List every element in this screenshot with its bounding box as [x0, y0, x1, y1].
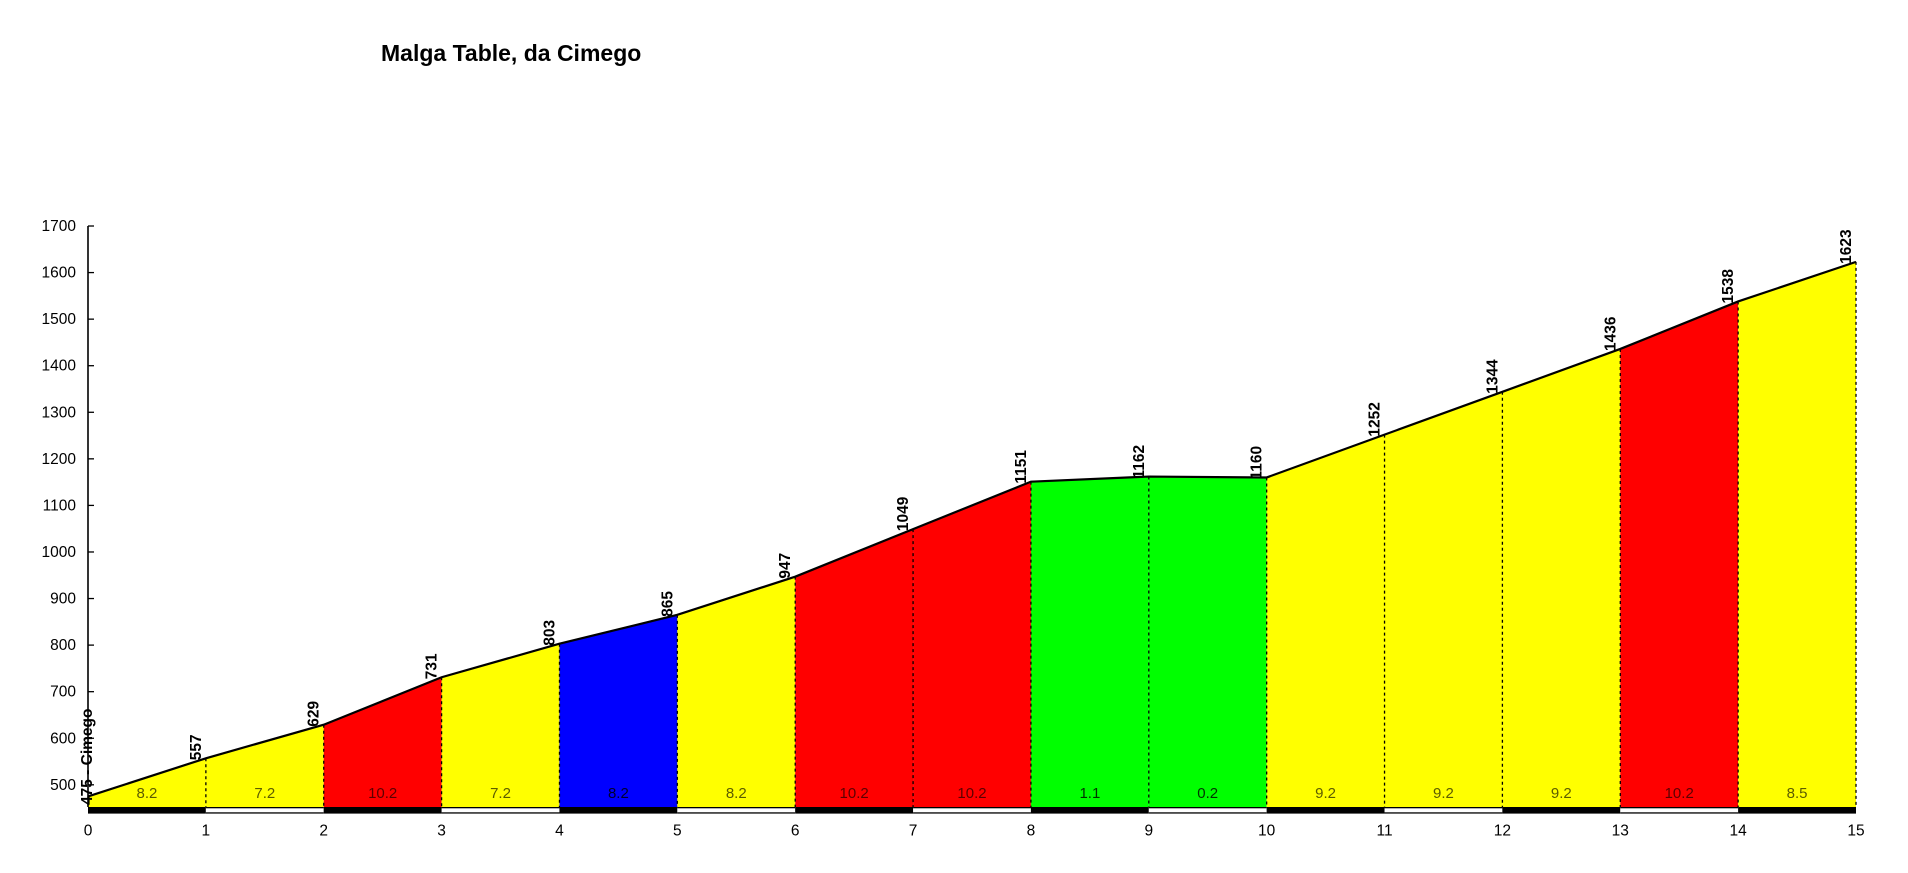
svg-text:8.2: 8.2 — [726, 785, 747, 802]
svg-text:15: 15 — [1847, 823, 1864, 840]
svg-text:629: 629 — [306, 700, 323, 726]
svg-text:8.2: 8.2 — [137, 785, 158, 802]
svg-text:5: 5 — [673, 823, 682, 840]
svg-text:10.2: 10.2 — [957, 785, 986, 802]
svg-text:3: 3 — [437, 823, 446, 840]
svg-text:1: 1 — [202, 823, 211, 840]
svg-text:10.2: 10.2 — [840, 785, 869, 802]
svg-text:9.2: 9.2 — [1551, 785, 1572, 802]
svg-text:10: 10 — [1258, 823, 1276, 840]
svg-text:6: 6 — [791, 823, 800, 840]
svg-text:1.1: 1.1 — [1079, 785, 1100, 802]
svg-text:803: 803 — [541, 619, 558, 645]
svg-text:947: 947 — [777, 553, 794, 579]
svg-text:1600: 1600 — [42, 265, 77, 282]
svg-text:1151: 1151 — [1013, 450, 1030, 484]
svg-text:1200: 1200 — [42, 451, 77, 468]
svg-text:4: 4 — [555, 823, 564, 840]
svg-text:1700: 1700 — [42, 218, 77, 235]
svg-text:1500: 1500 — [42, 311, 77, 328]
svg-text:800: 800 — [50, 637, 76, 654]
svg-text:7: 7 — [909, 823, 918, 840]
svg-text:2: 2 — [319, 823, 328, 840]
svg-text:1252: 1252 — [1367, 402, 1384, 436]
svg-text:7.2: 7.2 — [490, 785, 511, 802]
svg-text:10.2: 10.2 — [1665, 785, 1694, 802]
svg-text:8: 8 — [1027, 823, 1036, 840]
svg-text:11: 11 — [1376, 823, 1392, 840]
svg-text:1538: 1538 — [1720, 269, 1737, 304]
svg-text:1100: 1100 — [43, 497, 77, 514]
svg-text:500: 500 — [50, 777, 76, 794]
svg-text:1344: 1344 — [1484, 359, 1501, 394]
svg-text:1436: 1436 — [1602, 316, 1619, 351]
svg-text:1300: 1300 — [42, 404, 77, 421]
svg-text:0.2: 0.2 — [1197, 785, 1218, 802]
svg-text:9.2: 9.2 — [1315, 785, 1336, 802]
svg-text:900: 900 — [50, 591, 76, 608]
svg-text:700: 700 — [50, 684, 76, 701]
svg-text:1049: 1049 — [895, 496, 912, 531]
svg-text:10.2: 10.2 — [368, 785, 397, 802]
svg-text:1160: 1160 — [1249, 446, 1266, 480]
svg-text:1162: 1162 — [1131, 445, 1148, 479]
svg-text:7.2: 7.2 — [254, 785, 275, 802]
svg-text:1400: 1400 — [42, 358, 77, 375]
svg-text:9.2: 9.2 — [1433, 785, 1454, 802]
svg-text:13: 13 — [1612, 823, 1629, 840]
svg-text:8.2: 8.2 — [608, 785, 629, 802]
svg-text:14: 14 — [1730, 823, 1748, 840]
svg-text:8.5: 8.5 — [1787, 785, 1808, 802]
svg-text:1000: 1000 — [42, 544, 77, 561]
svg-text:12: 12 — [1494, 823, 1511, 840]
svg-text:9: 9 — [1144, 823, 1153, 840]
svg-text:865: 865 — [659, 591, 676, 617]
svg-text:731: 731 — [424, 653, 441, 679]
svg-text:1623: 1623 — [1838, 229, 1855, 264]
svg-text:557: 557 — [188, 734, 205, 760]
svg-text:0: 0 — [84, 823, 93, 840]
svg-text:600: 600 — [50, 730, 76, 747]
